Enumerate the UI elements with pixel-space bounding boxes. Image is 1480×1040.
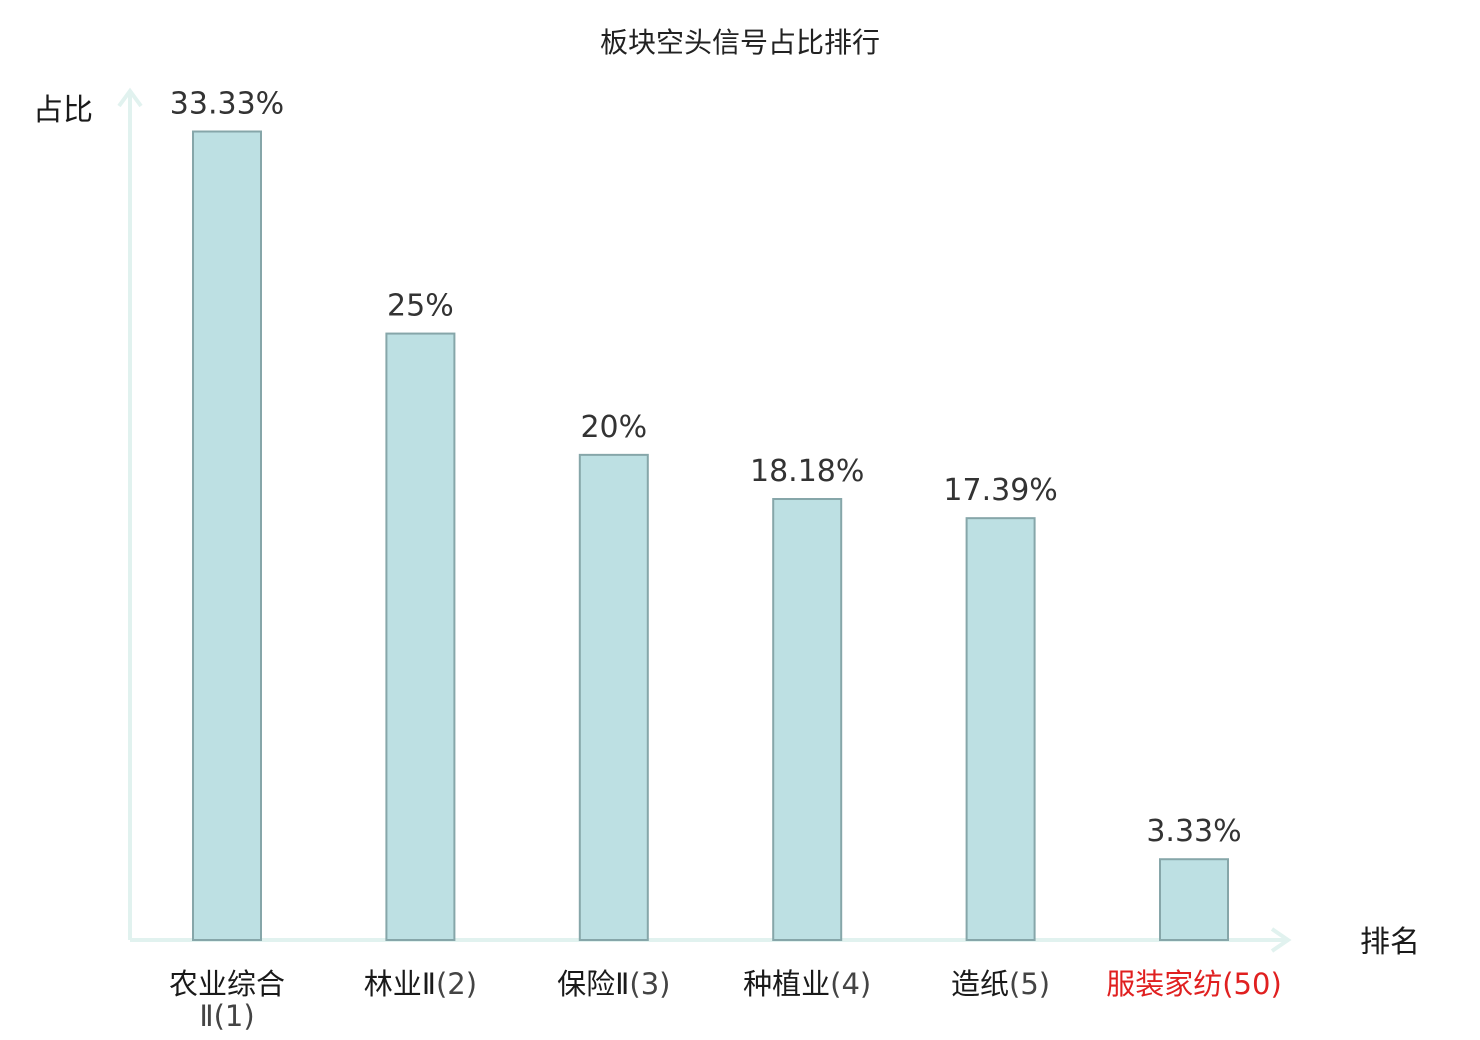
category-rank: (50) <box>1222 967 1282 1001</box>
bar <box>965 517 1036 941</box>
bar-value-label: 17.39% <box>943 473 1057 508</box>
bar <box>772 498 843 941</box>
category-label: 保险Ⅱ(3) <box>557 967 670 1001</box>
bar-value-label: 33.33% <box>170 87 284 122</box>
y-axis <box>117 87 143 940</box>
category-rank: (2) <box>436 967 477 1001</box>
category-label: 林业Ⅱ(2) <box>364 967 477 1001</box>
category-name: 服装家纺 <box>1106 967 1222 1001</box>
category-name: 造纸 <box>951 967 1009 1001</box>
bar <box>385 332 456 942</box>
bar-value-label: 20% <box>580 410 647 445</box>
category-rank: (3) <box>629 967 670 1001</box>
category-name: 种植业 <box>743 967 830 1001</box>
chart-title: 板块空头信号占比排行 <box>600 26 880 59</box>
category-label: 服装家纺(50) <box>1106 967 1282 1001</box>
bar-value-label: 18.18% <box>750 454 864 489</box>
category-rank: (4) <box>830 967 871 1001</box>
category-name: 农业综合 <box>169 967 285 1001</box>
category-label: 农业综合 Ⅱ(1) <box>169 967 285 1033</box>
bar-series <box>192 130 1229 942</box>
category-label: 造纸(5) <box>951 967 1050 1001</box>
y-axis-title: 占比 <box>33 93 93 128</box>
bar <box>578 453 649 941</box>
y-axis-arrow <box>117 87 143 108</box>
category-name: 林业Ⅱ <box>364 967 436 1001</box>
category-rank: Ⅱ(1) <box>199 999 254 1033</box>
x-axis <box>130 927 1292 953</box>
category-rank: (5) <box>1009 967 1050 1001</box>
bar-value-label: 3.33% <box>1146 814 1241 849</box>
category-label: 种植业(4) <box>743 967 871 1001</box>
value-labels: 33.33% 25% 20% 18.18% 17.39% 3.33% <box>170 87 1242 850</box>
bar <box>1159 858 1229 941</box>
category-name: 保险Ⅱ <box>557 967 629 1001</box>
x-axis-arrow <box>1270 927 1292 953</box>
x-axis-title: 排名 <box>1360 925 1420 960</box>
bar-value-label: 25% <box>387 289 454 324</box>
category-labels: 农业综合 Ⅱ(1) 林业Ⅱ(2) 保险Ⅱ(3) 种植业(4) 造纸(5) 服装家纺(50) <box>169 967 1282 1033</box>
bar <box>192 130 262 942</box>
